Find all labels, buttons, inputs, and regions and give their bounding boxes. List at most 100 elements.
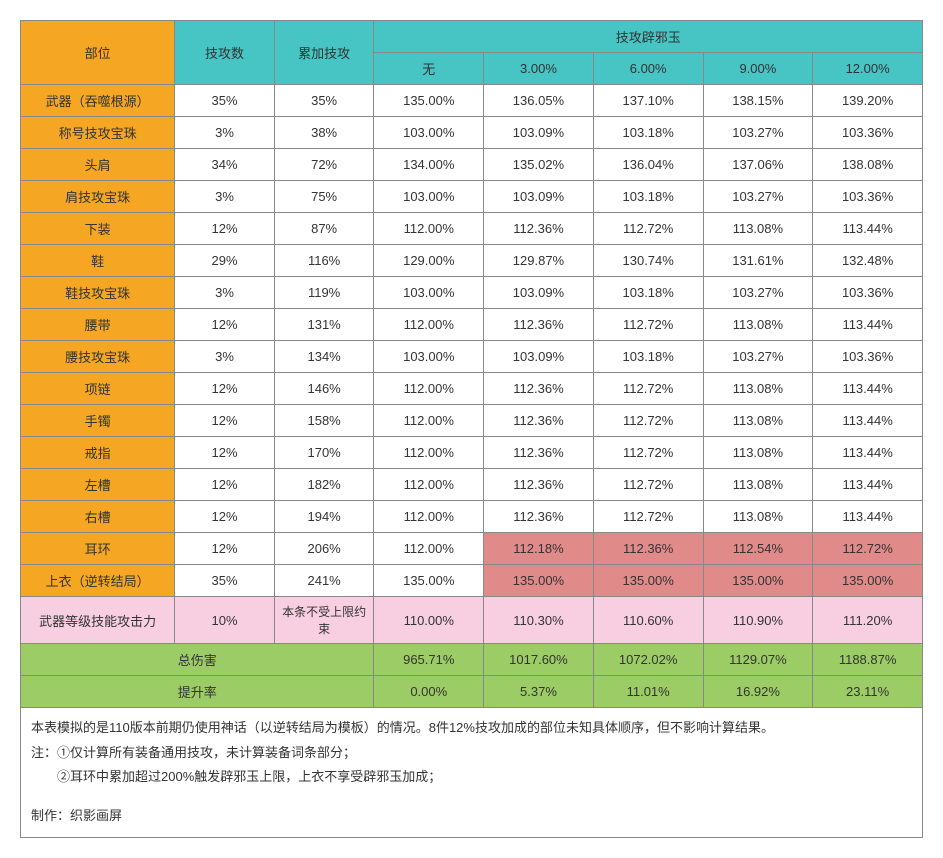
row-value: 112.00% [374,533,484,565]
row-value: 112.72% [593,405,703,437]
table-row: 肩技攻宝珠3%75%103.00%103.09%103.18%103.27%10… [21,181,923,213]
rate-value: 5.37% [484,676,594,708]
row-cumulative: 206% [274,533,374,565]
row-value: 113.08% [703,405,813,437]
note-line: 本表模拟的是110版本前期仍使用神话（以逆转结局为模板）的情况。8件12%技攻加… [31,716,912,741]
row-value: 112.54% [703,533,813,565]
row-cumulative: 134% [274,341,374,373]
row-value: 137.10% [593,85,703,117]
row-value: 113.44% [813,213,923,245]
row-name: 头肩 [21,149,175,181]
row-value: 137.06% [703,149,813,181]
row-value: 112.72% [593,501,703,533]
row-value: 112.72% [593,309,703,341]
row-value: 113.44% [813,373,923,405]
row-value: 110.00% [374,597,484,644]
table-row: 左槽12%182%112.00%112.36%112.72%113.08%113… [21,469,923,501]
row-value: 112.36% [484,373,594,405]
rate-value: 16.92% [703,676,813,708]
row-name: 耳环 [21,533,175,565]
total-value: 1129.07% [703,644,813,676]
row-cumulative: 87% [274,213,374,245]
row-skillatk: 3% [175,277,275,309]
row-value: 111.20% [813,597,923,644]
table-row: 戒指12%170%112.00%112.36%112.72%113.08%113… [21,437,923,469]
row-skillatk: 12% [175,405,275,437]
row-value: 112.00% [374,501,484,533]
total-value: 1017.60% [484,644,594,676]
row-value: 103.36% [813,181,923,213]
rate-value: 23.11% [813,676,923,708]
row-skillatk: 34% [175,149,275,181]
row-value: 103.00% [374,341,484,373]
table-row: 头肩34%72%134.00%135.02%136.04%137.06%138.… [21,149,923,181]
row-value: 112.36% [484,501,594,533]
row-value: 112.00% [374,373,484,405]
table-row: 腰技攻宝珠3%134%103.00%103.09%103.18%103.27%1… [21,341,923,373]
row-value: 103.18% [593,277,703,309]
row-cumulative: 182% [274,469,374,501]
header-skillatk: 技攻数 [175,21,275,85]
row-cumulative: 35% [274,85,374,117]
row-name: 腰带 [21,309,175,341]
row-value: 103.00% [374,117,484,149]
table-row: 耳环12%206%112.00%112.18%112.36%112.54%112… [21,533,923,565]
row-name: 左槽 [21,469,175,501]
row-value: 103.27% [703,117,813,149]
row-cumulative: 116% [274,245,374,277]
header-col-1: 3.00% [484,53,594,85]
row-skillatk: 12% [175,373,275,405]
table-row: 称号技攻宝珠3%38%103.00%103.09%103.18%103.27%1… [21,117,923,149]
row-name: 手镯 [21,405,175,437]
notes-cell: 本表模拟的是110版本前期仍使用神话（以逆转结局为模板）的情况。8件12%技攻加… [21,708,923,838]
row-cumulative: 131% [274,309,374,341]
row-value: 103.00% [374,277,484,309]
row-value: 103.18% [593,181,703,213]
row-skillatk: 3% [175,181,275,213]
table-row: 武器（吞噬根源）35%35%135.00%136.05%137.10%138.1… [21,85,923,117]
header-col-0: 无 [374,53,484,85]
row-value: 103.09% [484,117,594,149]
row-value: 112.36% [593,533,703,565]
row-value: 103.09% [484,341,594,373]
row-value: 113.08% [703,213,813,245]
rate-value: 0.00% [374,676,484,708]
row-value: 103.09% [484,277,594,309]
row-value: 112.72% [593,373,703,405]
row-skillatk: 12% [175,309,275,341]
row-value: 103.36% [813,341,923,373]
row-name: 项链 [21,373,175,405]
row-value: 112.72% [813,533,923,565]
row-value: 103.00% [374,181,484,213]
row-skillatk: 35% [175,565,275,597]
row-value: 138.15% [703,85,813,117]
rate-label: 提升率 [21,676,374,708]
row-value: 131.61% [703,245,813,277]
header-col-4: 12.00% [813,53,923,85]
table-row: 右槽12%194%112.00%112.36%112.72%113.08%113… [21,501,923,533]
row-improve-rate: 提升率0.00%5.37%11.01%16.92%23.11% [21,676,923,708]
rate-value: 11.01% [593,676,703,708]
row-value: 129.87% [484,245,594,277]
skill-attack-table: 部位 技攻数 累加技攻 技攻辟邪玉 无3.00%6.00%9.00%12.00%… [20,20,923,838]
row-skillatk: 10% [175,597,275,644]
row-cumulative: 146% [274,373,374,405]
row-skillatk: 3% [175,341,275,373]
row-value: 113.08% [703,469,813,501]
row-name: 下装 [21,213,175,245]
row-value: 112.36% [484,405,594,437]
row-value: 103.18% [593,341,703,373]
row-value: 113.08% [703,309,813,341]
row-cumulative: 72% [274,149,374,181]
table-row: 腰带12%131%112.00%112.36%112.72%113.08%113… [21,309,923,341]
row-value: 135.00% [593,565,703,597]
note-line: ②耳环中累加超过200%触发辟邪玉上限，上衣不享受辟邪玉加成； [31,765,912,790]
row-value: 136.04% [593,149,703,181]
total-value: 965.71% [374,644,484,676]
header-col-2: 6.00% [593,53,703,85]
row-name: 鞋 [21,245,175,277]
row-value: 110.60% [593,597,703,644]
table-row: 手镯12%158%112.00%112.36%112.72%113.08%113… [21,405,923,437]
row-value: 103.27% [703,277,813,309]
row-name: 称号技攻宝珠 [21,117,175,149]
